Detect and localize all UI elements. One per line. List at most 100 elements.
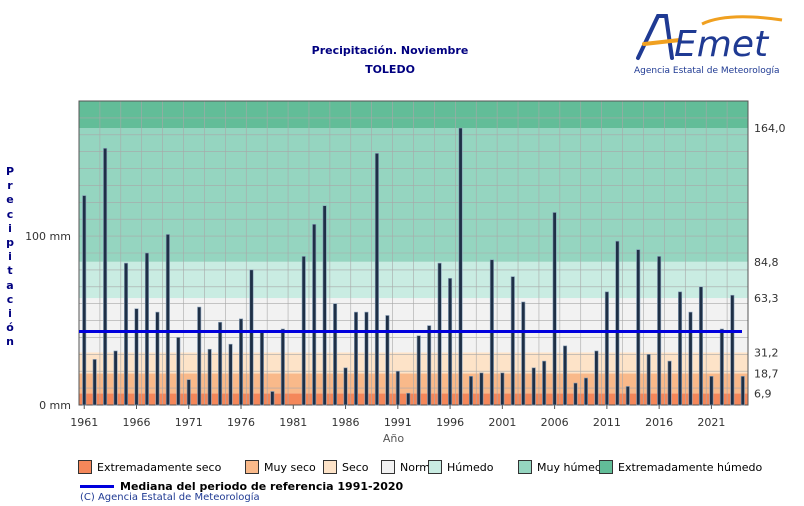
chart-subtitle: TOLEDO — [365, 63, 415, 76]
bar-2006 — [552, 212, 557, 406]
bar-2017 — [667, 360, 672, 406]
bar-1994 — [427, 325, 432, 406]
x-tick-label: 1986 — [332, 416, 360, 429]
bar-2004 — [531, 367, 536, 406]
y-axis-label-char: n — [6, 335, 14, 349]
bar-1978 — [259, 330, 264, 406]
bar-1986 — [343, 367, 348, 406]
bar-1961 — [82, 195, 87, 406]
bar-2021 — [709, 375, 714, 406]
bar-1999 — [479, 372, 484, 406]
threshold-label: 6,9 — [754, 387, 772, 400]
median-legend-line — [80, 485, 114, 488]
legend-item: Húmedo — [428, 460, 493, 474]
bar-1995 — [437, 262, 442, 406]
y-axis-label-char: c — [6, 207, 14, 221]
svg-text:Emet: Emet — [674, 24, 770, 65]
copyright: (C) Agencia Estatal de Meteorología — [80, 492, 260, 503]
bar-2008 — [573, 382, 578, 406]
threshold-label: 18,7 — [754, 367, 779, 380]
bar-1985 — [333, 303, 338, 406]
y-tick-label: 0 mm — [39, 399, 71, 412]
bar-2012 — [615, 240, 620, 406]
bar-1980 — [280, 328, 285, 406]
threshold-label: 31,2 — [754, 346, 779, 359]
legend-item: Extremadamente húmedo — [599, 460, 762, 474]
bar-2005 — [542, 360, 547, 406]
threshold-label: 84,8 — [754, 256, 779, 269]
x-tick-label: 1961 — [70, 416, 98, 429]
bar-1992 — [406, 392, 411, 406]
bar-1963 — [103, 147, 108, 406]
x-tick-label: 1981 — [279, 416, 307, 429]
bar-1998 — [468, 375, 473, 406]
bar-1972 — [197, 306, 202, 406]
plot-frame — [78, 100, 749, 406]
y-axis-label-char: r — [7, 179, 13, 193]
x-tick-label: 1996 — [436, 416, 464, 429]
bar-1990 — [385, 315, 390, 406]
bar-1991 — [395, 370, 400, 406]
bar-1968 — [155, 311, 160, 406]
bar-1993 — [416, 335, 421, 406]
bar-1989 — [374, 153, 379, 406]
y-axis-label-char: P — [5, 165, 15, 178]
x-tick-label: 1991 — [384, 416, 412, 429]
bar-1975 — [228, 343, 233, 406]
legend-label: Seco — [342, 460, 369, 474]
x-tick-label: 2021 — [697, 416, 725, 429]
bar-2002 — [510, 276, 515, 406]
legend-item: Muy húmedo — [518, 460, 609, 474]
y-axis-label-char: i — [8, 250, 12, 264]
median-legend-label: Mediana del periodo de referencia 1991-2… — [120, 480, 404, 493]
threshold-label: 164,0 — [754, 122, 786, 135]
bar-2009 — [583, 377, 588, 406]
bar-2003 — [521, 301, 526, 406]
bar-2011 — [604, 291, 609, 406]
bar-1970 — [176, 337, 181, 406]
y-axis-label-char: ó — [6, 321, 14, 335]
bar-1974 — [218, 321, 223, 406]
x-tick-label: 2006 — [541, 416, 569, 429]
x-tick-label: 2011 — [593, 416, 621, 429]
y-axis-label-char: i — [8, 307, 12, 321]
y-axis-label-char: a — [6, 278, 14, 292]
bar-2015 — [646, 354, 651, 406]
legend-swatch — [245, 460, 259, 474]
legend-label: Húmedo — [447, 460, 494, 474]
y-axis-label-char: p — [6, 236, 14, 250]
bar-1967 — [144, 252, 149, 406]
bar-2023 — [730, 294, 735, 406]
bar-1983 — [312, 223, 317, 406]
x-tick-label: 1976 — [227, 416, 255, 429]
bar-1988 — [364, 311, 369, 406]
bar-1964 — [113, 350, 118, 406]
bar-1971 — [186, 379, 191, 406]
bar-1984 — [322, 205, 327, 406]
bar-1969 — [165, 234, 170, 406]
bar-2019 — [688, 311, 693, 406]
legend-label: Muy húmedo — [537, 460, 609, 474]
bar-1979 — [270, 391, 275, 406]
bar-2013 — [625, 386, 630, 406]
legend-item: Extremadamente seco — [78, 460, 221, 474]
x-tick-label: 1966 — [122, 416, 150, 429]
bar-1997 — [458, 127, 463, 406]
legend-label: Extremadamente seco — [97, 460, 222, 474]
legend-swatch — [518, 460, 532, 474]
bar-1977 — [249, 269, 254, 406]
legend-label: Muy seco — [264, 460, 316, 474]
aemet-logo: Emet — [632, 10, 792, 80]
bar-1962 — [92, 359, 97, 406]
bar-2010 — [594, 350, 599, 406]
bar-2007 — [563, 345, 568, 406]
bar-2018 — [678, 291, 683, 406]
bar-2024 — [740, 375, 745, 406]
legend-swatch — [599, 460, 613, 474]
aemet-tagline: Agencia Estatal de Meteorología — [634, 66, 780, 76]
legend-swatch — [381, 460, 395, 474]
legend-swatch — [428, 460, 442, 474]
bar-1996 — [448, 278, 453, 406]
